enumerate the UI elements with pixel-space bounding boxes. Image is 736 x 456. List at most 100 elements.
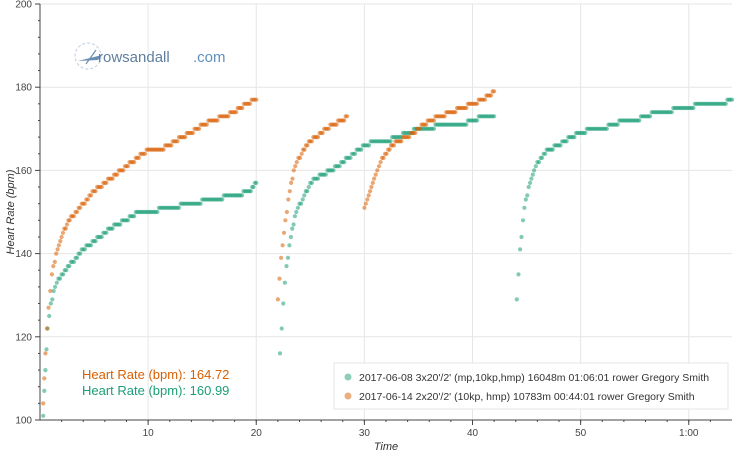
series-2-point bbox=[136, 155, 141, 160]
series-2-point bbox=[376, 164, 382, 169]
series-2-point bbox=[71, 214, 77, 219]
series-2-point bbox=[289, 180, 294, 185]
series-1-point bbox=[342, 160, 347, 165]
series-1-point bbox=[302, 193, 307, 198]
series-1-point bbox=[279, 326, 284, 331]
series-2-point bbox=[99, 184, 104, 190]
series-1-point bbox=[388, 139, 393, 144]
oar-icon bbox=[85, 49, 97, 65]
series-1-point bbox=[528, 180, 533, 185]
series-2-point bbox=[391, 143, 396, 148]
series-1-point bbox=[464, 122, 469, 127]
series-2-point bbox=[85, 197, 90, 202]
series-1-point bbox=[118, 222, 123, 227]
series-1-point bbox=[323, 172, 328, 177]
series-2-point bbox=[104, 180, 109, 185]
series-1-point bbox=[615, 122, 620, 127]
y-tick-label: 200 bbox=[15, 0, 32, 11]
series-2-point bbox=[204, 122, 209, 127]
series-1-point bbox=[288, 234, 293, 240]
series-2-point bbox=[283, 218, 288, 223]
series-2-point bbox=[240, 105, 245, 111]
series-2-point bbox=[482, 97, 487, 102]
series-2-point bbox=[234, 110, 239, 115]
series-2-point bbox=[49, 272, 55, 277]
y-tick-label: 160 bbox=[15, 166, 32, 177]
series-1-point bbox=[583, 130, 588, 136]
x-tick-label: 20 bbox=[251, 428, 263, 439]
series-1-point bbox=[300, 197, 305, 202]
series-1-point bbox=[78, 251, 83, 256]
series-1-point bbox=[359, 147, 364, 152]
series-2-point bbox=[297, 155, 303, 160]
x-tick-label: 1:00 bbox=[679, 428, 699, 439]
series-2-point bbox=[488, 93, 494, 98]
series-2-point bbox=[169, 143, 174, 148]
series-1-point bbox=[82, 247, 87, 252]
stat-heart-rate-1: Heart Rate (bpm): 164.72 bbox=[82, 367, 229, 382]
series-2-point bbox=[183, 135, 188, 140]
series-2-point bbox=[115, 172, 120, 177]
series-2-point bbox=[121, 168, 126, 173]
series-1-point bbox=[284, 264, 289, 269]
series-2-point bbox=[125, 164, 131, 169]
x-ticks: 10 20 30 40 50 1:00 bbox=[61, 420, 711, 439]
series-1-point bbox=[529, 176, 534, 181]
series-2-point bbox=[305, 143, 310, 148]
legend-marker-series-1 bbox=[344, 373, 352, 381]
series-2-point bbox=[93, 189, 98, 194]
series-1-point bbox=[291, 222, 296, 227]
x-tick-label: 50 bbox=[575, 428, 587, 439]
series-1-point bbox=[64, 268, 69, 273]
series-2-point bbox=[46, 305, 51, 310]
legend-box bbox=[333, 362, 729, 410]
series-2-point bbox=[44, 326, 50, 331]
series-2-point bbox=[384, 151, 389, 156]
series-2-point bbox=[293, 164, 298, 169]
series-1-point bbox=[518, 247, 523, 252]
series-1-point bbox=[543, 151, 548, 156]
series-2-point bbox=[56, 243, 62, 248]
series-1-point bbox=[309, 180, 314, 185]
series-2-point bbox=[226, 114, 231, 119]
series-1-point bbox=[155, 209, 160, 215]
series-2-point bbox=[372, 176, 377, 181]
y-tick-label: 140 bbox=[15, 249, 32, 260]
series-2-point bbox=[417, 126, 423, 131]
series-2-point bbox=[277, 276, 282, 281]
series-1-point bbox=[54, 280, 59, 285]
series-1-point bbox=[299, 201, 304, 206]
x-tick-label: 30 bbox=[359, 428, 371, 439]
x-tick-label: 10 bbox=[143, 428, 155, 439]
series-2-point bbox=[366, 193, 371, 198]
series-1-point bbox=[287, 243, 292, 248]
series-1-point bbox=[48, 301, 53, 306]
series-2-point bbox=[215, 118, 220, 123]
series-1-point bbox=[47, 313, 52, 319]
series-1-point bbox=[281, 301, 286, 306]
series-2-point bbox=[41, 401, 46, 406]
series-1-point bbox=[42, 388, 47, 393]
series-1-point bbox=[176, 205, 182, 210]
series-2-point bbox=[110, 176, 115, 181]
series-2-point bbox=[54, 251, 59, 256]
series-2-point bbox=[63, 226, 68, 231]
series-2-point bbox=[363, 201, 368, 206]
series-2-point bbox=[281, 230, 287, 235]
series-2-point bbox=[132, 160, 137, 165]
series-1-point bbox=[198, 201, 203, 206]
series-1-point bbox=[71, 259, 77, 264]
series-2-point bbox=[492, 89, 497, 94]
series-1-point bbox=[492, 114, 497, 119]
series-1-point bbox=[431, 126, 436, 131]
series-1-point bbox=[239, 193, 245, 198]
series-2-point bbox=[370, 180, 375, 185]
series-2-point bbox=[67, 218, 72, 223]
legend-marker-series-2 bbox=[344, 392, 352, 400]
series-2-point bbox=[387, 147, 392, 152]
series-1-point bbox=[604, 126, 610, 131]
series-2-point bbox=[78, 205, 83, 210]
series-1-point bbox=[67, 264, 72, 269]
logo-text-main: rowsandall bbox=[98, 49, 170, 66]
data-points bbox=[41, 89, 735, 418]
